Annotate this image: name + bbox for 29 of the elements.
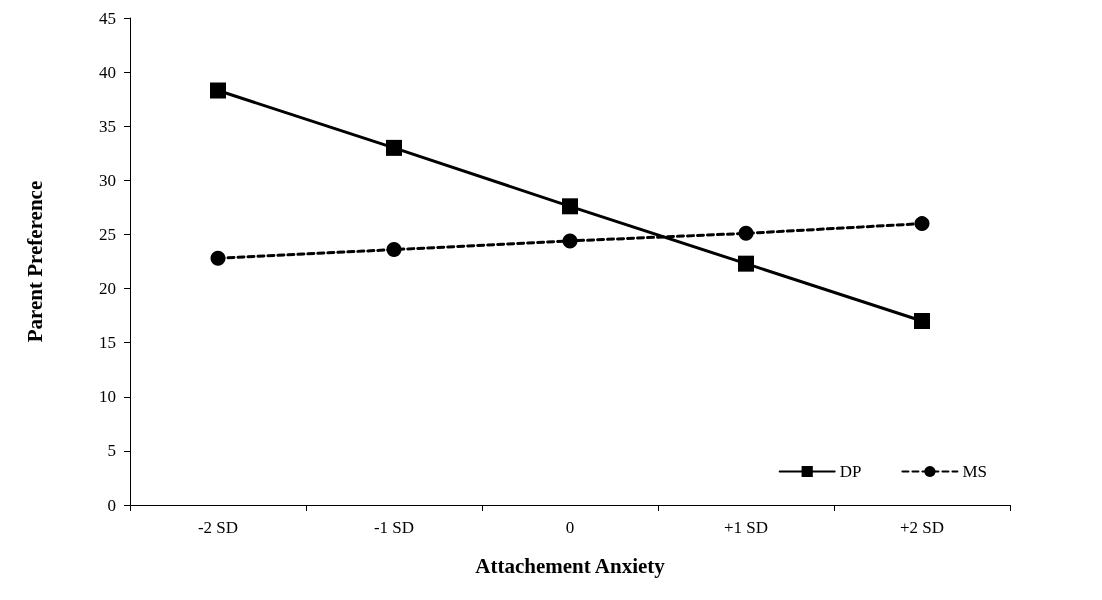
y-tick-label: 15 (99, 333, 116, 353)
x-tick-label: -2 SD (197, 518, 239, 537)
y-tick-label: 0 (107, 495, 116, 515)
point (562, 198, 578, 215)
y-tick-label: 45 (99, 8, 116, 28)
point (914, 313, 930, 330)
legend-label: DP (839, 462, 862, 481)
point (738, 225, 754, 241)
y-tick-label: 35 (99, 116, 116, 136)
y-axis-title: Parent Preference (22, 180, 47, 343)
x-tick-label: 0 (565, 518, 575, 537)
x-axis-title: Attachement Anxiety (475, 553, 666, 578)
point (386, 242, 402, 258)
legend-label: MS (962, 462, 988, 481)
y-tick-label: 10 (99, 387, 116, 407)
x-tick-label: +2 SD (899, 518, 945, 537)
point (210, 250, 226, 266)
y-tick-label: 30 (99, 170, 116, 190)
y-tick-label: 25 (99, 224, 116, 244)
x-tick-label: +1 SD (723, 518, 769, 537)
x-tick-label: -1 SD (373, 518, 415, 537)
point (386, 139, 402, 156)
point (914, 216, 930, 232)
point (738, 255, 754, 272)
y-tick-label: 5 (107, 441, 116, 461)
y-tick-label: 40 (99, 62, 116, 82)
y-tick-label: 20 (99, 279, 116, 299)
point (210, 82, 226, 99)
point (562, 233, 578, 249)
